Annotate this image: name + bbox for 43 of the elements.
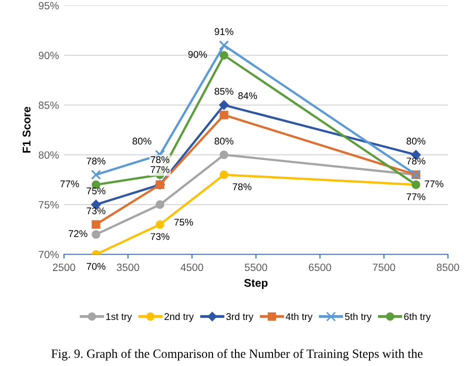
data-label: 75% [86, 187, 106, 194]
data-label: 80% [132, 138, 152, 145]
data-label: 90% [188, 50, 207, 58]
legend-label: 6th try [404, 312, 431, 322]
data-label: 77% [150, 166, 170, 173]
data-label: 77% [60, 180, 79, 188]
x-tick-label: 6500 [308, 264, 332, 272]
data-label: 73% [150, 233, 170, 240]
data-label: 75% [174, 218, 193, 226]
y-tick-label: 95% [38, 2, 59, 10]
legend-label: 1st try [106, 313, 132, 322]
data-label: 72% [68, 230, 88, 238]
data-label: 85% [214, 88, 234, 95]
x-tick-label: 4500 [180, 264, 204, 272]
x-tick-label: 8500 [436, 264, 460, 272]
x-tick-label: 3500 [116, 264, 140, 272]
data-label: 78% [150, 156, 170, 164]
legend-label: 2nd try [164, 312, 194, 322]
data-label: 70% [86, 262, 106, 270]
data-label: 73% [86, 207, 106, 214]
y-tick-label: 70% [38, 250, 59, 258]
y-tick-label: 85% [38, 102, 59, 109]
data-label: 80% [214, 138, 234, 145]
y-axis-title: F1 Score [22, 106, 31, 153]
legend-label: 3rd try [226, 312, 254, 322]
x-axis-title: Step [244, 278, 268, 290]
data-label: 91% [214, 28, 234, 36]
x-tick-label: 2500 [52, 264, 76, 272]
x-tick-label: 7500 [372, 264, 396, 272]
data-label: 84% [238, 92, 257, 100]
data-label: 77% [424, 180, 444, 188]
legend-label: 5th try [344, 312, 372, 322]
legend-label: 4th try [286, 312, 312, 322]
y-tick-label: 80% [38, 151, 59, 159]
x-tick-label: 5500 [244, 264, 268, 272]
data-label: 80% [406, 138, 426, 145]
data-label: 77% [406, 193, 426, 200]
data-label: 78% [86, 158, 106, 164]
data-label: 78% [232, 183, 252, 190]
y-tick-label: 90% [38, 52, 59, 60]
data-label: 78% [406, 158, 426, 164]
caption: Fig. 9. Graph of the Comparison of the Number of Training Steps with the [51, 349, 422, 361]
y-tick-label: 75% [38, 201, 59, 208]
